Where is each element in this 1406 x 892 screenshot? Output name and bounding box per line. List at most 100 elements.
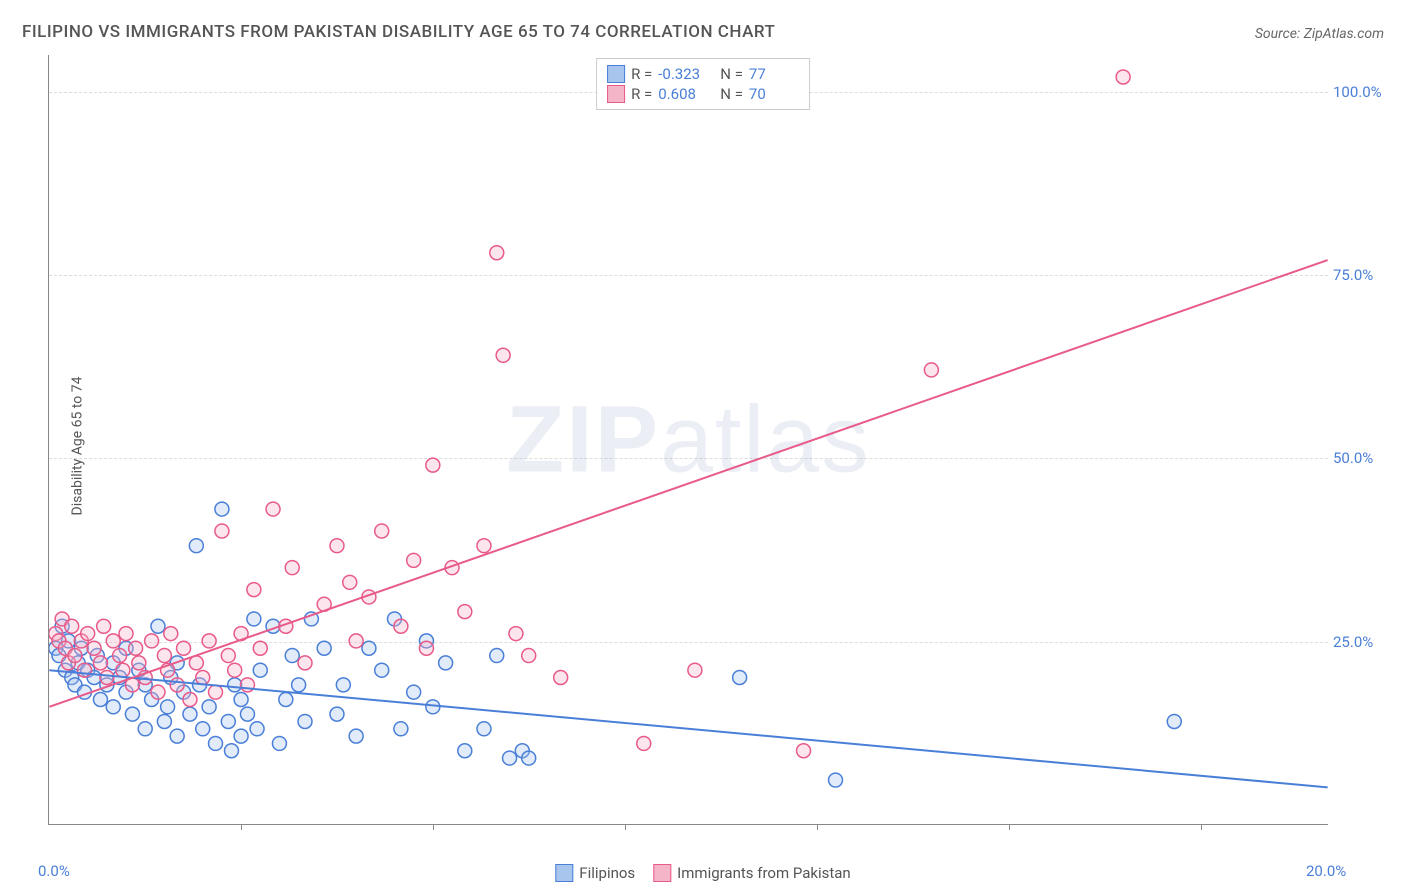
data-point bbox=[362, 641, 376, 655]
data-point bbox=[151, 685, 165, 699]
data-point bbox=[797, 744, 811, 758]
data-point bbox=[407, 685, 421, 699]
data-point bbox=[106, 700, 120, 714]
data-point bbox=[490, 649, 504, 663]
data-point bbox=[458, 744, 472, 758]
legend-swatch bbox=[653, 864, 671, 882]
data-point bbox=[234, 693, 248, 707]
data-point bbox=[209, 685, 223, 699]
data-point bbox=[503, 751, 517, 765]
data-point bbox=[509, 627, 523, 641]
data-point bbox=[202, 634, 216, 648]
data-point bbox=[247, 583, 261, 597]
data-point bbox=[637, 736, 651, 750]
x-tick bbox=[1201, 824, 1202, 830]
y-tick-label: 25.0% bbox=[1333, 633, 1393, 651]
data-point bbox=[298, 656, 312, 670]
data-point bbox=[189, 539, 203, 553]
data-point bbox=[1116, 70, 1130, 84]
data-point bbox=[490, 246, 504, 260]
data-point bbox=[177, 641, 191, 655]
legend-row: R = 0.608 N = 70 bbox=[607, 85, 799, 103]
n-label: N = bbox=[720, 65, 743, 83]
data-point bbox=[183, 693, 197, 707]
x-tick bbox=[817, 824, 818, 830]
data-point bbox=[349, 729, 363, 743]
x-axis-min-label: 0.0% bbox=[38, 862, 70, 880]
x-tick bbox=[625, 824, 626, 830]
data-point bbox=[157, 714, 171, 728]
data-point bbox=[202, 700, 216, 714]
data-point bbox=[688, 663, 702, 677]
data-point bbox=[138, 722, 152, 736]
data-point bbox=[426, 458, 440, 472]
data-point bbox=[221, 714, 235, 728]
data-point bbox=[829, 773, 843, 787]
r-value: 0.608 bbox=[658, 85, 708, 103]
data-point bbox=[407, 553, 421, 567]
data-point bbox=[253, 641, 267, 655]
data-point bbox=[1167, 714, 1181, 728]
x-axis-max-label: 20.0% bbox=[1306, 862, 1346, 880]
data-point bbox=[221, 649, 235, 663]
x-tick bbox=[241, 824, 242, 830]
y-tick-label: 100.0% bbox=[1333, 83, 1393, 101]
data-point bbox=[97, 619, 111, 633]
legend-swatch bbox=[607, 85, 625, 103]
series-name: Filipinos bbox=[579, 864, 635, 882]
n-value: 70 bbox=[749, 85, 799, 103]
data-point bbox=[164, 627, 178, 641]
series-name: Immigrants from Pakistan bbox=[677, 864, 851, 882]
data-point bbox=[93, 656, 107, 670]
x-tick bbox=[433, 824, 434, 830]
x-tick bbox=[1009, 824, 1010, 830]
data-point bbox=[81, 627, 95, 641]
data-point bbox=[426, 700, 440, 714]
data-point bbox=[161, 700, 175, 714]
legend-swatch bbox=[607, 65, 625, 83]
data-point bbox=[285, 561, 299, 575]
data-point bbox=[343, 575, 357, 589]
data-point bbox=[132, 656, 146, 670]
data-point bbox=[215, 502, 229, 516]
data-point bbox=[439, 656, 453, 670]
data-point bbox=[292, 678, 306, 692]
data-point bbox=[129, 641, 143, 655]
data-point bbox=[266, 502, 280, 516]
data-point bbox=[234, 729, 248, 743]
series-legend: Filipinos Immigrants from Pakistan bbox=[555, 864, 850, 882]
r-label: R = bbox=[631, 65, 652, 83]
data-point bbox=[247, 612, 261, 626]
data-point bbox=[317, 641, 331, 655]
series-legend-item: Filipinos bbox=[555, 864, 635, 882]
data-point bbox=[522, 649, 536, 663]
data-point bbox=[119, 627, 133, 641]
data-point bbox=[157, 649, 171, 663]
data-point bbox=[458, 605, 472, 619]
data-point bbox=[65, 619, 79, 633]
data-point bbox=[285, 649, 299, 663]
data-point bbox=[116, 663, 130, 677]
data-point bbox=[419, 641, 433, 655]
y-tick-label: 75.0% bbox=[1333, 266, 1393, 284]
source-attribution: Source: ZipAtlas.com bbox=[1255, 26, 1384, 42]
data-point bbox=[68, 649, 82, 663]
correlation-legend: R = -0.323 N = 77 R = 0.608 N = 70 bbox=[596, 58, 810, 110]
n-label: N = bbox=[720, 85, 743, 103]
data-point bbox=[394, 619, 408, 633]
data-point bbox=[477, 722, 491, 736]
data-point bbox=[125, 707, 139, 721]
data-point bbox=[151, 619, 165, 633]
data-point bbox=[87, 641, 101, 655]
data-point bbox=[733, 671, 747, 685]
y-tick-label: 50.0% bbox=[1333, 449, 1393, 467]
data-point bbox=[336, 678, 350, 692]
legend-swatch bbox=[555, 864, 573, 882]
data-point bbox=[279, 693, 293, 707]
data-point bbox=[170, 678, 184, 692]
data-point bbox=[225, 744, 239, 758]
legend-row: R = -0.323 N = 77 bbox=[607, 65, 799, 83]
data-point bbox=[196, 722, 210, 736]
data-point bbox=[250, 722, 264, 736]
data-point bbox=[298, 714, 312, 728]
